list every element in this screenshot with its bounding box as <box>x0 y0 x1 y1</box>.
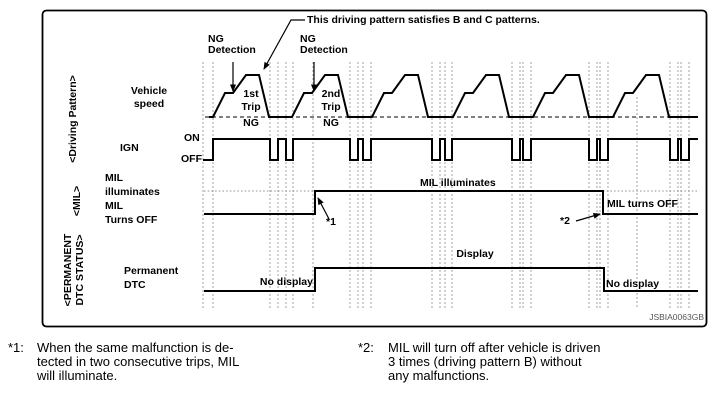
mil-trace <box>204 190 698 215</box>
ng-detection-label-2: NG Detection <box>300 33 348 56</box>
mil-turns-off-label: MIL turns OFF <box>607 198 678 210</box>
top-annotation: This driving pattern satisfies B and C p… <box>307 14 540 26</box>
star1-arrow <box>317 197 330 220</box>
mil-illuminates-label: MIL illuminates <box>420 177 496 189</box>
ign-trace <box>203 138 698 161</box>
ign-on-label: ON <box>184 132 200 144</box>
vehicle-speed-label: Vehicle speed <box>130 85 168 110</box>
axis-label-driving-pattern: <Driving Pattern> <box>67 75 79 163</box>
footnote2-ref: *2: <box>358 340 374 355</box>
axis-label-mil: <MIL> <box>71 185 83 217</box>
trip2-ng-label: NG <box>323 117 339 129</box>
permanent-dtc-signal-label: Permanent DTC <box>124 265 179 291</box>
ign-off-label: OFF <box>181 153 202 165</box>
axis-label-permanent-dtc-status: <PERMANENT DTC STATUS> <box>62 233 86 307</box>
footnote1-ref: *1: <box>8 340 24 355</box>
trip2-label: 2nd Trip <box>321 88 341 113</box>
trip1-ng-label: NG <box>243 117 259 129</box>
trip1-label: 1st Trip <box>241 88 261 113</box>
vehicle-speed-trace <box>209 74 698 118</box>
ng-detection-label-1: NG Detection <box>208 33 256 56</box>
diagram-border <box>41 9 708 328</box>
dtc-no-display-left-label: No display <box>259 276 313 288</box>
ign-label: IGN <box>120 142 139 154</box>
dtc-trace <box>204 267 698 292</box>
footnote2-text: MIL will turn off after vehicle is drive… <box>388 340 601 383</box>
mil-ref1-marker: *1 <box>326 216 336 228</box>
figure-code: JSBIA0063GB <box>649 312 704 322</box>
mil-signal-label: MIL illuminates MIL Turns OFF <box>105 172 160 226</box>
mil-ref2-marker: *2 <box>560 215 570 227</box>
dtc-display-label: Display <box>456 248 494 260</box>
star2-arrow <box>575 212 601 222</box>
footnote1-text: When the same malfunction is de- tected … <box>37 340 240 383</box>
dtc-no-display-right-label: No display <box>606 278 660 290</box>
top-annotation-arrow <box>263 19 305 70</box>
